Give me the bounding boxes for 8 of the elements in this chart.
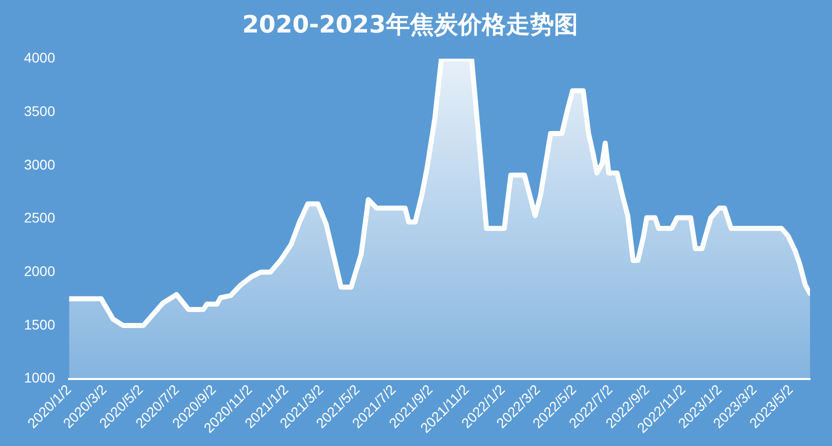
y-tick-label: 2000 <box>24 263 56 280</box>
y-tick-label: 3500 <box>24 102 56 119</box>
chart-title: 2020-2023年焦炭价格走势图 <box>242 10 578 39</box>
y-tick-label: 2500 <box>24 210 56 226</box>
y-tick-label: 1000 <box>24 370 56 386</box>
y-tick-label: 3000 <box>24 156 56 172</box>
y-tick-label: 4000 <box>24 50 56 66</box>
y-tick-label: 1500 <box>24 316 56 332</box>
